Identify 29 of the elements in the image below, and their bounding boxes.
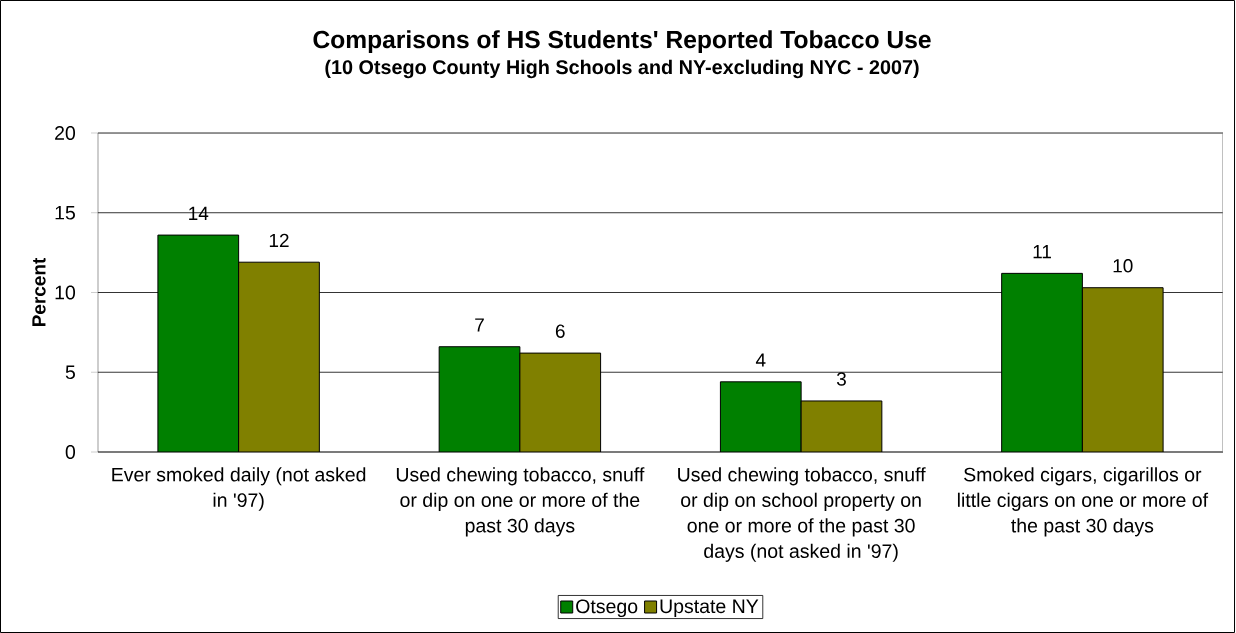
data-label: 12: [269, 233, 289, 247]
y-tick-label: 5: [65, 365, 75, 380]
bar: [157, 234, 240, 452]
bar: [719, 381, 802, 452]
data-label: 6: [555, 324, 565, 338]
chart-subtitle: (10 Otsego County High Schools and NY-excluding NYC - 2007): [325, 59, 919, 79]
bar: [1081, 287, 1164, 452]
legend-label: Otsego: [576, 599, 638, 618]
y-tick-label: 20: [55, 126, 76, 140]
x-tick-label: Ever smoked daily (not asked in '97): [112, 467, 366, 511]
y-tick-label: 15: [55, 205, 75, 220]
bar: [519, 352, 602, 452]
bar: [1001, 272, 1083, 452]
y-tick-label: 10: [55, 285, 76, 300]
y-axis-title: Percent: [32, 257, 46, 327]
x-tick-label: Used chewing tobacco, snuff or dip on one or more of the past 30 days: [396, 467, 645, 537]
data-label: 4: [755, 353, 766, 367]
data-label: 7: [475, 318, 484, 332]
bar: [238, 261, 320, 452]
bar: [438, 346, 521, 452]
x-tick-label: Smoked cigars, cigarillos or little cigars on one or more of the past 30 days: [957, 467, 1209, 537]
legend-label: Upstate NY: [660, 599, 759, 618]
data-label: 11: [1033, 245, 1051, 259]
chart-title: Comparisons of HS Students' Reported Tobacco Use: [313, 30, 931, 54]
y-tick-label: 0: [65, 445, 76, 459]
bar: [800, 400, 883, 452]
x-tick-label: Used chewing tobacco, snuff or dip on school property on one or more of the past 30 days (not asked in '97): [678, 467, 926, 562]
data-label: 10: [1113, 259, 1133, 273]
data-label: 3: [836, 372, 846, 386]
